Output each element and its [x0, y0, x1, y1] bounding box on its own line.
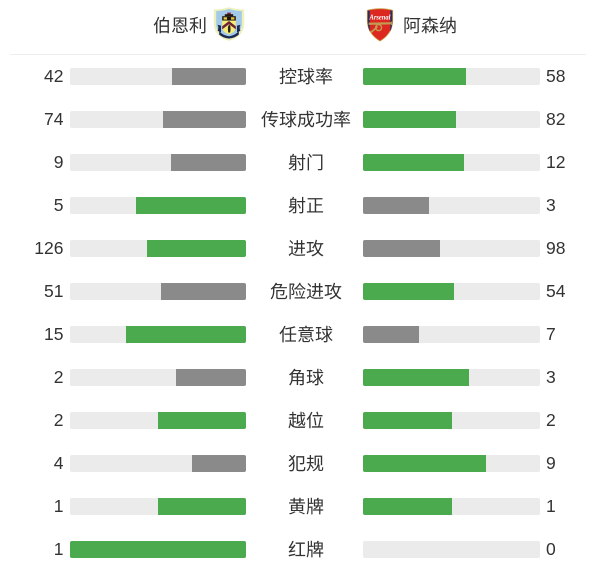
svg-text:Arsenal: Arsenal: [369, 12, 392, 21]
